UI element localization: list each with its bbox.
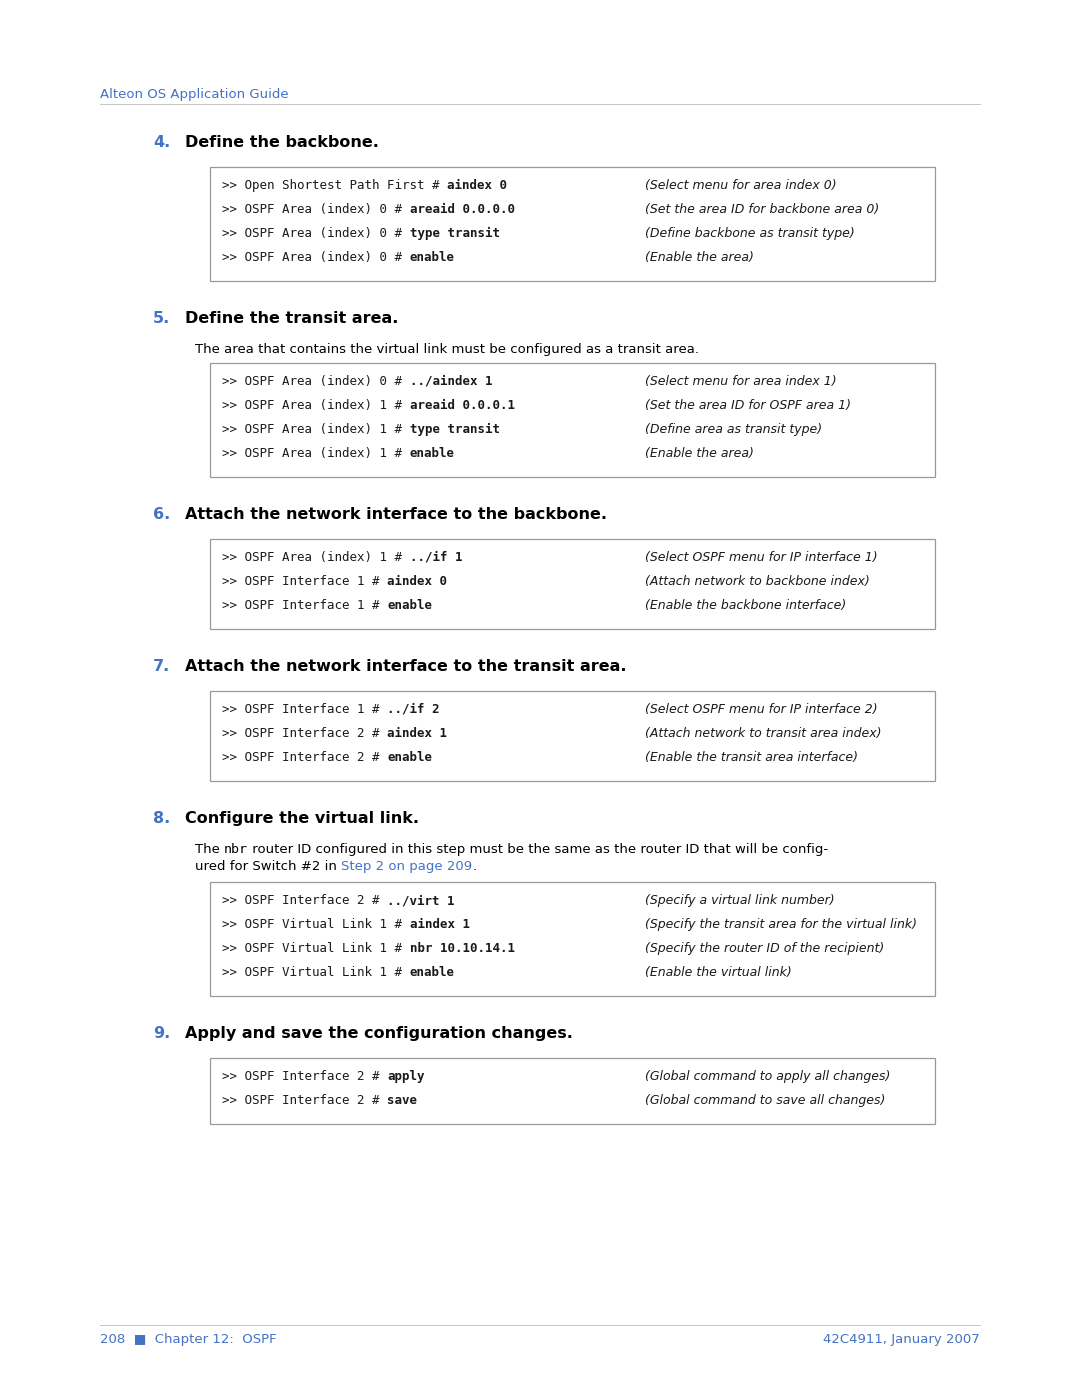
Text: Configure the virtual link.: Configure the virtual link.	[185, 812, 419, 826]
Text: (Global command to save all changes): (Global command to save all changes)	[645, 1094, 886, 1106]
Text: 4.: 4.	[153, 136, 171, 149]
Text: (Enable the area): (Enable the area)	[645, 447, 754, 460]
Text: >> OSPF Interface 2 #: >> OSPF Interface 2 #	[222, 1094, 387, 1106]
Text: apply: apply	[387, 1070, 424, 1083]
Text: enable: enable	[409, 251, 455, 264]
Text: The area that contains the virtual link must be configured as a transit area.: The area that contains the virtual link …	[195, 344, 699, 356]
Text: >> OSPF Virtual Link 1 #: >> OSPF Virtual Link 1 #	[222, 965, 409, 979]
Text: >> OSPF Interface 1 #: >> OSPF Interface 1 #	[222, 599, 387, 612]
Text: (Enable the transit area interface): (Enable the transit area interface)	[645, 752, 858, 764]
Text: 42C4911, January 2007: 42C4911, January 2007	[823, 1333, 980, 1345]
Text: type transit: type transit	[409, 423, 499, 436]
Text: >> OSPF Virtual Link 1 #: >> OSPF Virtual Link 1 #	[222, 942, 409, 956]
Text: >> OSPF Area (index) 1 #: >> OSPF Area (index) 1 #	[222, 400, 409, 412]
Text: save: save	[387, 1094, 417, 1106]
Text: >> OSPF Area (index) 0 #: >> OSPF Area (index) 0 #	[222, 374, 409, 388]
Text: (Global command to apply all changes): (Global command to apply all changes)	[645, 1070, 890, 1083]
Bar	[210, 168, 935, 281]
Text: ../aindex 1: ../aindex 1	[409, 374, 492, 388]
Text: >> OSPF Virtual Link 1 #: >> OSPF Virtual Link 1 #	[222, 918, 409, 930]
Text: The: The	[195, 842, 225, 856]
Text: Define the transit area.: Define the transit area.	[185, 312, 399, 326]
Text: type transit: type transit	[409, 226, 499, 240]
Text: .: .	[472, 861, 476, 873]
Text: areaid 0.0.0.0: areaid 0.0.0.0	[409, 203, 514, 217]
Text: (Set the area ID for OSPF area 1): (Set the area ID for OSPF area 1)	[645, 400, 851, 412]
Bar	[210, 363, 935, 476]
Text: nbr: nbr	[225, 842, 248, 856]
Text: aindex 1: aindex 1	[409, 918, 470, 930]
Text: >> Open Shortest Path First #: >> Open Shortest Path First #	[222, 179, 447, 191]
Text: (Select OSPF menu for IP interface 2): (Select OSPF menu for IP interface 2)	[645, 703, 878, 717]
Text: ured for Switch #2 in: ured for Switch #2 in	[195, 861, 341, 873]
Bar	[210, 1058, 935, 1125]
Text: Attach the network interface to the transit area.: Attach the network interface to the tran…	[185, 659, 626, 673]
Text: Apply and save the configuration changes.: Apply and save the configuration changes…	[185, 1025, 572, 1041]
Text: >> OSPF Interface 2 #: >> OSPF Interface 2 #	[222, 894, 387, 907]
Text: (Specify the router ID of the recipient): (Specify the router ID of the recipient)	[645, 942, 885, 956]
Text: (Define area as transit type): (Define area as transit type)	[645, 423, 822, 436]
Text: (Select menu for area index 1): (Select menu for area index 1)	[645, 374, 837, 388]
Text: (Specify a virtual link number): (Specify a virtual link number)	[645, 894, 835, 907]
Text: (Enable the virtual link): (Enable the virtual link)	[645, 965, 792, 979]
Text: nbr 10.10.14.1: nbr 10.10.14.1	[409, 942, 514, 956]
Text: >> OSPF Area (index) 0 #: >> OSPF Area (index) 0 #	[222, 226, 409, 240]
Text: 6.: 6.	[153, 507, 171, 522]
Text: Alteon OS Application Guide: Alteon OS Application Guide	[100, 88, 288, 101]
Text: (Enable the backbone interface): (Enable the backbone interface)	[645, 599, 847, 612]
Text: (Enable the area): (Enable the area)	[645, 251, 754, 264]
Text: >> OSPF Area (index) 0 #: >> OSPF Area (index) 0 #	[222, 251, 409, 264]
Text: 9.: 9.	[153, 1025, 171, 1041]
Text: >> OSPF Interface 1 #: >> OSPF Interface 1 #	[222, 703, 387, 717]
Text: aindex 0: aindex 0	[387, 576, 447, 588]
Text: enable: enable	[409, 965, 455, 979]
Text: enable: enable	[387, 599, 432, 612]
Text: 7.: 7.	[153, 659, 171, 673]
Text: >> OSPF Area (index) 1 #: >> OSPF Area (index) 1 #	[222, 447, 409, 460]
Text: enable: enable	[387, 752, 432, 764]
Text: ../if 1: ../if 1	[409, 550, 462, 564]
Text: (Select OSPF menu for IP interface 1): (Select OSPF menu for IP interface 1)	[645, 550, 878, 564]
Text: Define the backbone.: Define the backbone.	[185, 136, 379, 149]
Bar	[210, 692, 935, 781]
Text: router ID configured in this step must be the same as the router ID that will be: router ID configured in this step must b…	[248, 842, 828, 856]
Text: >> OSPF Interface 2 #: >> OSPF Interface 2 #	[222, 726, 387, 740]
Bar	[210, 539, 935, 629]
Text: >> OSPF Interface 2 #: >> OSPF Interface 2 #	[222, 752, 387, 764]
Text: ../if 2: ../if 2	[387, 703, 440, 717]
Text: (Attach network to transit area index): (Attach network to transit area index)	[645, 726, 881, 740]
Text: aindex 1: aindex 1	[387, 726, 447, 740]
Text: (Select menu for area index 0): (Select menu for area index 0)	[645, 179, 837, 191]
Text: (Define backbone as transit type): (Define backbone as transit type)	[645, 226, 854, 240]
Text: >> OSPF Area (index) 1 #: >> OSPF Area (index) 1 #	[222, 423, 409, 436]
Text: aindex 0: aindex 0	[447, 179, 507, 191]
Text: 8.: 8.	[153, 812, 171, 826]
Text: (Set the area ID for backbone area 0): (Set the area ID for backbone area 0)	[645, 203, 879, 217]
Text: >> OSPF Interface 2 #: >> OSPF Interface 2 #	[222, 1070, 387, 1083]
Text: ../virt 1: ../virt 1	[387, 894, 455, 907]
Text: Step 2 on page 209: Step 2 on page 209	[341, 861, 472, 873]
Text: Attach the network interface to the backbone.: Attach the network interface to the back…	[185, 507, 607, 522]
Text: (Attach network to backbone index): (Attach network to backbone index)	[645, 576, 869, 588]
Text: 208  ■  Chapter 12:  OSPF: 208 ■ Chapter 12: OSPF	[100, 1333, 276, 1345]
Bar	[210, 882, 935, 996]
Text: enable: enable	[409, 447, 455, 460]
Text: (Specify the transit area for the virtual link): (Specify the transit area for the virtua…	[645, 918, 917, 930]
Text: areaid 0.0.0.1: areaid 0.0.0.1	[409, 400, 514, 412]
Text: >> OSPF Interface 1 #: >> OSPF Interface 1 #	[222, 576, 387, 588]
Text: >> OSPF Area (index) 1 #: >> OSPF Area (index) 1 #	[222, 550, 409, 564]
Text: >> OSPF Area (index) 0 #: >> OSPF Area (index) 0 #	[222, 203, 409, 217]
Text: 5.: 5.	[153, 312, 171, 326]
